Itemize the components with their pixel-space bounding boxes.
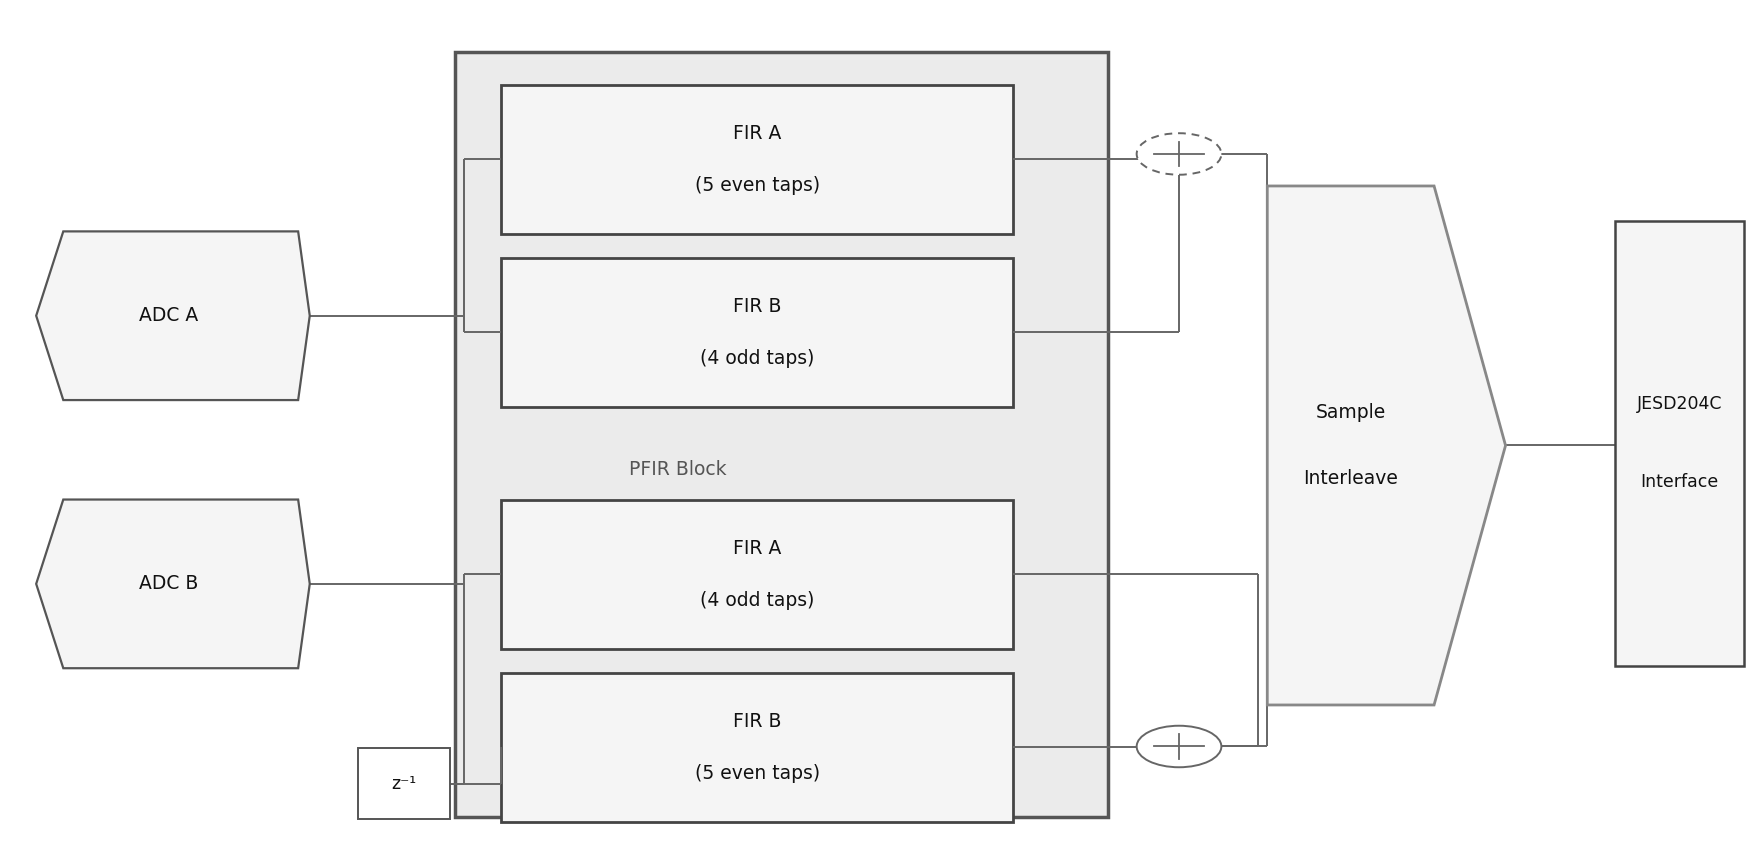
Text: Interface: Interface [1639, 473, 1718, 491]
Text: FIR B: FIR B [732, 712, 781, 731]
Text: FIR A: FIR A [732, 539, 781, 558]
Text: ADC B: ADC B [139, 574, 199, 593]
Text: (4 odd taps): (4 odd taps) [700, 591, 813, 610]
Polygon shape [1267, 186, 1505, 705]
Circle shape [1136, 726, 1221, 767]
Text: JESD204C: JESD204C [1635, 395, 1722, 413]
FancyBboxPatch shape [358, 748, 450, 819]
Polygon shape [37, 231, 310, 400]
FancyBboxPatch shape [501, 673, 1013, 822]
Text: Interleave: Interleave [1302, 469, 1397, 488]
Text: FIR B: FIR B [732, 297, 781, 316]
Text: (4 odd taps): (4 odd taps) [700, 349, 813, 368]
Text: PFIR Block: PFIR Block [628, 459, 725, 478]
Circle shape [1136, 133, 1221, 175]
Text: z⁻¹: z⁻¹ [392, 775, 416, 792]
Text: (5 even taps): (5 even taps) [695, 176, 818, 195]
FancyBboxPatch shape [501, 500, 1013, 649]
FancyBboxPatch shape [455, 52, 1108, 817]
Polygon shape [37, 500, 310, 668]
Text: ADC A: ADC A [139, 306, 199, 325]
Text: Sample: Sample [1314, 403, 1385, 422]
Text: (5 even taps): (5 even taps) [695, 764, 818, 783]
FancyBboxPatch shape [1614, 221, 1743, 666]
FancyBboxPatch shape [501, 258, 1013, 407]
FancyBboxPatch shape [501, 85, 1013, 234]
Text: FIR A: FIR A [732, 124, 781, 143]
